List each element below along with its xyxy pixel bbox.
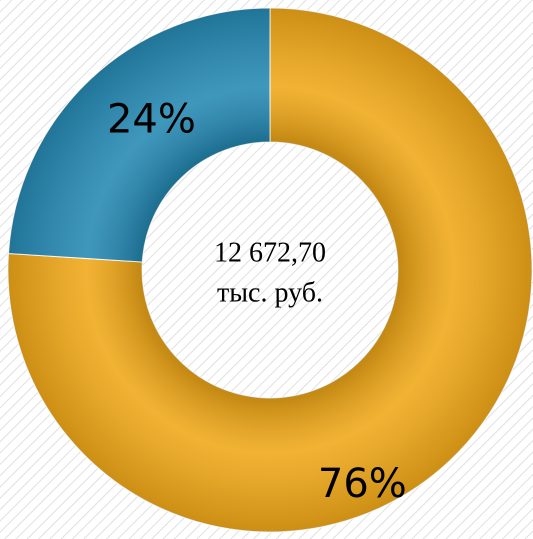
slice-shading [8, 8, 533, 532]
slice-shading [8, 7, 270, 262]
center-line-2: тыс. руб. [217, 277, 323, 308]
data-label: 76% [318, 461, 407, 507]
data-label: 24% [107, 97, 196, 143]
center-line-1: 12 672,70 [214, 237, 326, 268]
